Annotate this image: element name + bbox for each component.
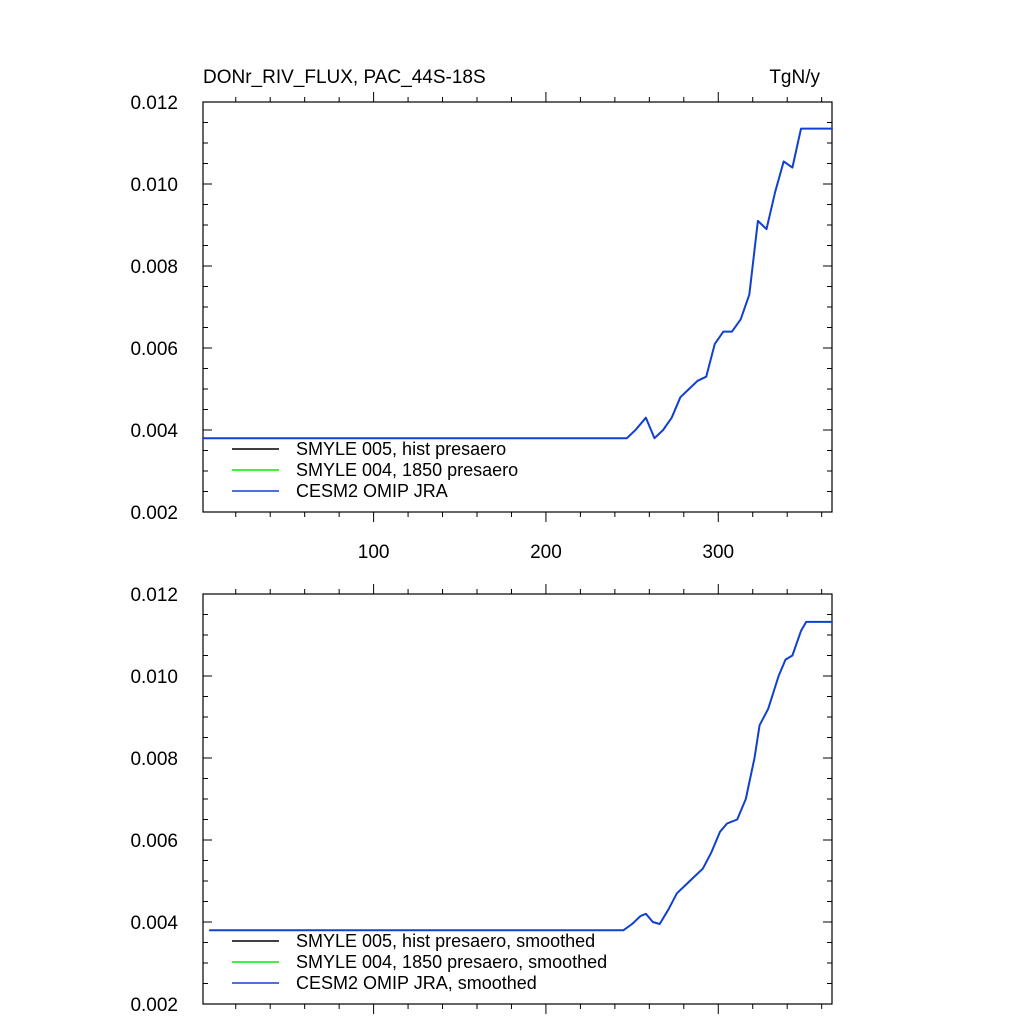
x-tick-label: 200 [530,542,562,563]
units-label: TgN/y [769,67,820,88]
axes: 0.002 0.004 0.006 0.008 0.010 0.012 [130,584,832,1016]
y-tick-label: 0.004 [130,421,178,442]
y-tick-label: 0.010 [130,175,178,196]
legend-label: SMYLE 005, hist presaero [296,439,506,459]
y-tick-label: 0.004 [130,913,178,934]
legend: SMYLE 005, hist presaero, smoothedSMYLE … [232,931,607,993]
chart-title: DONr_RIV_FLUX, PAC_44S-18S [203,67,486,88]
legend-label: CESM2 OMIP JRA, smoothed [296,973,537,993]
top-panel: DONr_RIV_FLUX, PAC_44S-18S TgN/y 0.0020.… [130,67,833,563]
y-tick-label: 0.010 [130,667,178,688]
y-tick-label: 0.012 [130,585,178,606]
y-tick-label: 0.008 [130,257,178,278]
x-tick-label: 300 [702,542,734,563]
legend-label: CESM2 OMIP JRA [296,481,448,501]
legend-label: SMYLE 004, 1850 presaero [296,460,518,480]
axes: 0.002 0.004 0.006 0.008 0.010 0.012 100 200 300 [130,92,832,563]
y-tick-label: 0.006 [130,831,178,852]
bottom-panel: 0.002 0.004 0.006 0.008 0.010 0.012 SMYLE 005… [130,584,833,1016]
legend-label: SMYLE 005, hist presaero, smoothed [296,931,595,951]
y-tick-label: 0.008 [130,749,178,770]
y-tick-label: 0.012 [130,93,178,114]
series-line-3 [202,127,833,440]
legend-label: SMYLE 004, 1850 presaero, smoothed [296,952,607,972]
y-tick-label: 0.002 [130,995,178,1016]
series-lines [202,127,833,440]
y-tick-label: 0.002 [130,503,178,524]
series-lines [208,620,833,932]
y-tick-label: 0.006 [130,339,178,360]
x-tick-label: 100 [358,542,390,563]
series-line-3 [208,620,833,932]
